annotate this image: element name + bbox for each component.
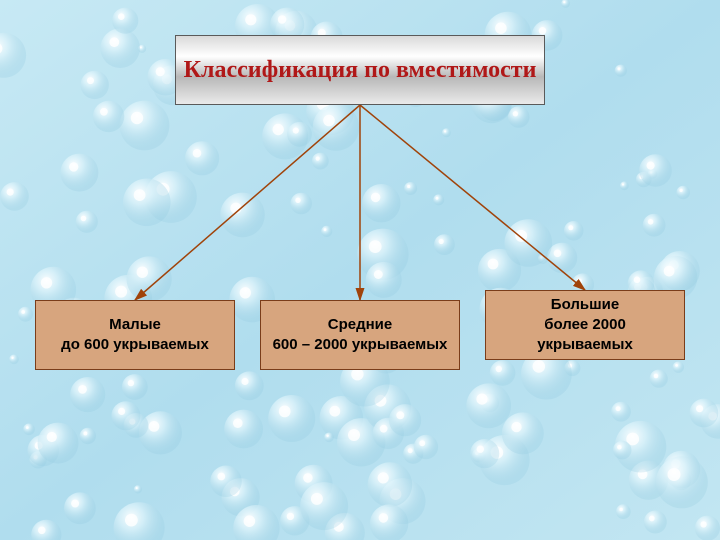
child-large-line3: укрываемых xyxy=(537,336,633,353)
child-small-line1: Малые xyxy=(109,316,161,333)
child-box-large: Большие более 2000 укрываемых xyxy=(485,290,685,360)
child-small-line2: до 600 укрываемых xyxy=(61,336,209,353)
child-box-small: Малые до 600 укрываемых xyxy=(35,300,235,370)
child-medium-line1: Средние xyxy=(328,316,392,333)
child-medium-line2: 600 – 2000 укрываемых xyxy=(273,336,448,353)
child-box-medium: Средние 600 – 2000 укрываемых xyxy=(260,300,460,370)
title-box: Классификация по вместимости xyxy=(175,35,545,105)
title-text: Классификация по вместимости xyxy=(184,55,537,85)
diagram-stage: Классификация по вместимости Малые до 600… xyxy=(0,0,720,540)
child-large-line1: Большие xyxy=(551,296,619,313)
child-large-line2: более 2000 xyxy=(544,316,626,333)
